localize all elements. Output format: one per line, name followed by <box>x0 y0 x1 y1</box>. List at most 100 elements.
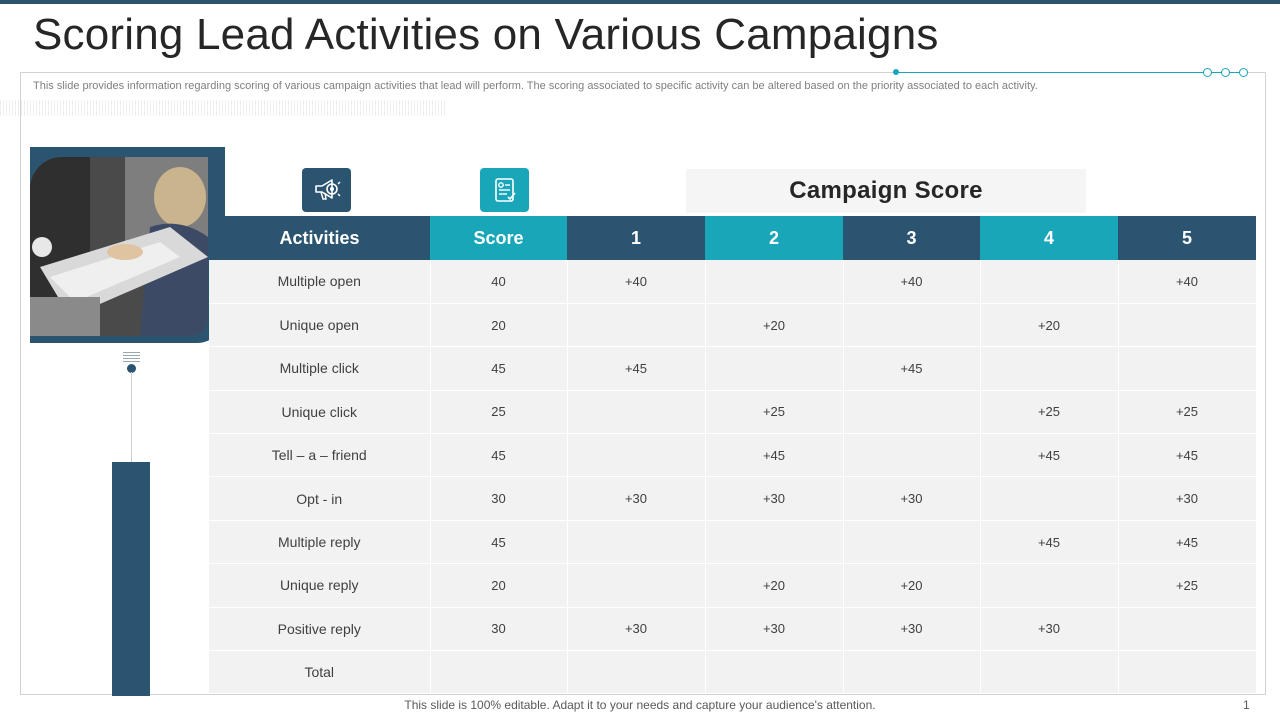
campaign-cell <box>843 303 981 348</box>
score-cell: 30 <box>430 476 568 521</box>
top-accent-bar <box>0 0 1280 4</box>
header-score: Score <box>430 216 567 260</box>
campaign-cell <box>980 260 1119 304</box>
score-cell: 45 <box>430 433 568 478</box>
campaign-cell <box>567 563 706 608</box>
campaign-cell: +25 <box>1118 563 1257 608</box>
table-row: Multiple open 40 +40 +40 +40 <box>209 260 1257 304</box>
campaign-cell <box>1118 346 1257 391</box>
activity-cell: Multiple click <box>209 346 431 391</box>
campaign-cell: +20 <box>705 563 844 608</box>
campaign-cell: +20 <box>705 303 844 348</box>
campaign-cell <box>1118 607 1257 652</box>
total-campaign-cell <box>980 650 1119 695</box>
decorative-ring <box>1239 68 1248 77</box>
total-row: Total <box>209 650 1257 695</box>
decorative-ring <box>1203 68 1212 77</box>
campaign-cell: +45 <box>1118 520 1257 565</box>
table-row: Multiple reply 45 +45 +45 <box>209 520 1257 565</box>
campaign-cell: +40 <box>567 260 706 304</box>
header-campaign-3: 3 <box>843 216 980 260</box>
activity-cell: Multiple open <box>209 260 431 304</box>
campaign-cell <box>843 433 981 478</box>
table-row: Unique open 20 +20 +20 <box>209 303 1257 348</box>
campaign-cell: +45 <box>1118 433 1257 478</box>
content-frame <box>20 72 1266 695</box>
campaign-cell: +30 <box>705 476 844 521</box>
campaign-cell: +40 <box>843 260 981 304</box>
total-campaign-cell <box>1118 650 1257 695</box>
header-campaign-5: 5 <box>1118 216 1256 260</box>
header-activities: Activities <box>209 216 430 260</box>
page-number: 1 <box>1243 698 1250 712</box>
campaign-cell: +30 <box>567 607 706 652</box>
campaign-cell <box>1118 303 1257 348</box>
activity-cell: Tell – a – friend <box>209 433 431 478</box>
decorative-ring <box>1221 68 1230 77</box>
activity-cell: Multiple reply <box>209 520 431 565</box>
campaign-cell <box>843 520 981 565</box>
table-row: Unique reply 20 +20 +20 +25 <box>209 563 1257 608</box>
campaign-cell <box>705 260 844 304</box>
table-row: Opt - in 30 +30 +30 +30 +30 <box>209 476 1257 521</box>
total-score-cell <box>430 650 568 695</box>
campaign-cell <box>980 563 1119 608</box>
campaign-cell: +45 <box>567 346 706 391</box>
campaign-cell <box>980 346 1119 391</box>
office-photo-illustration <box>30 157 208 336</box>
campaign-cell: +30 <box>843 476 981 521</box>
page-title: Scoring Lead Activities on Various Campa… <box>33 10 939 59</box>
score-cell: 45 <box>430 346 568 391</box>
header-campaign-1: 1 <box>567 216 705 260</box>
checklist-icon <box>480 168 529 212</box>
activity-cell: Opt - in <box>209 476 431 521</box>
decorative-dot <box>893 69 899 75</box>
decorative-line <box>896 72 1244 73</box>
campaign-cell: +30 <box>980 607 1119 652</box>
table-row: Unique click 25 +25 +25 +25 <box>209 390 1257 435</box>
campaign-cell: +30 <box>1118 476 1257 521</box>
campaign-score-label: Campaign Score <box>686 169 1086 213</box>
campaign-cell <box>567 520 706 565</box>
total-label-cell: Total <box>209 650 431 695</box>
campaign-cell <box>843 390 981 435</box>
score-cell: 45 <box>430 520 568 565</box>
dotted-band-decoration <box>0 100 445 116</box>
campaign-cell: +25 <box>705 390 844 435</box>
header-campaign-4: 4 <box>980 216 1118 260</box>
campaign-cell: +25 <box>1118 390 1257 435</box>
activity-cell: Unique click <box>209 390 431 435</box>
office-photo <box>30 157 208 336</box>
vertical-decoration-lines <box>123 352 140 362</box>
total-campaign-cell <box>843 650 981 695</box>
campaign-cell: +45 <box>843 346 981 391</box>
campaign-cell: +20 <box>843 563 981 608</box>
score-cell: 25 <box>430 390 568 435</box>
campaign-cell <box>705 520 844 565</box>
table-row: Positive reply 30 +30 +30 +30 +30 <box>209 607 1257 652</box>
megaphone-icon <box>302 168 351 212</box>
table-row: Tell – a – friend 45 +45 +45 +45 <box>209 433 1257 478</box>
campaign-cell: +40 <box>1118 260 1257 304</box>
campaign-cell <box>567 303 706 348</box>
score-cell: 20 <box>430 303 568 348</box>
footer-note: This slide is 100% editable. Adapt it to… <box>404 698 876 712</box>
campaign-cell: +30 <box>705 607 844 652</box>
score-cell: 20 <box>430 563 568 608</box>
activity-cell: Unique open <box>209 303 431 348</box>
scoring-table: Activities Score 1 2 3 4 5 Multiple open… <box>209 216 1257 695</box>
score-cell: 40 <box>430 260 568 304</box>
header-campaign-2: 2 <box>705 216 843 260</box>
slide-description: This slide provides information regardin… <box>33 80 1038 92</box>
campaign-cell: +20 <box>980 303 1119 348</box>
campaign-cell: +45 <box>980 433 1119 478</box>
campaign-cell <box>567 433 706 478</box>
campaign-cell: +45 <box>980 520 1119 565</box>
activity-cell: Unique reply <box>209 563 431 608</box>
campaign-cell <box>980 476 1119 521</box>
campaign-cell: +25 <box>980 390 1119 435</box>
activity-cell: Positive reply <box>209 607 431 652</box>
table-row: Multiple click 45 +45 +45 <box>209 346 1257 391</box>
campaign-cell: +45 <box>705 433 844 478</box>
score-cell: 30 <box>430 607 568 652</box>
